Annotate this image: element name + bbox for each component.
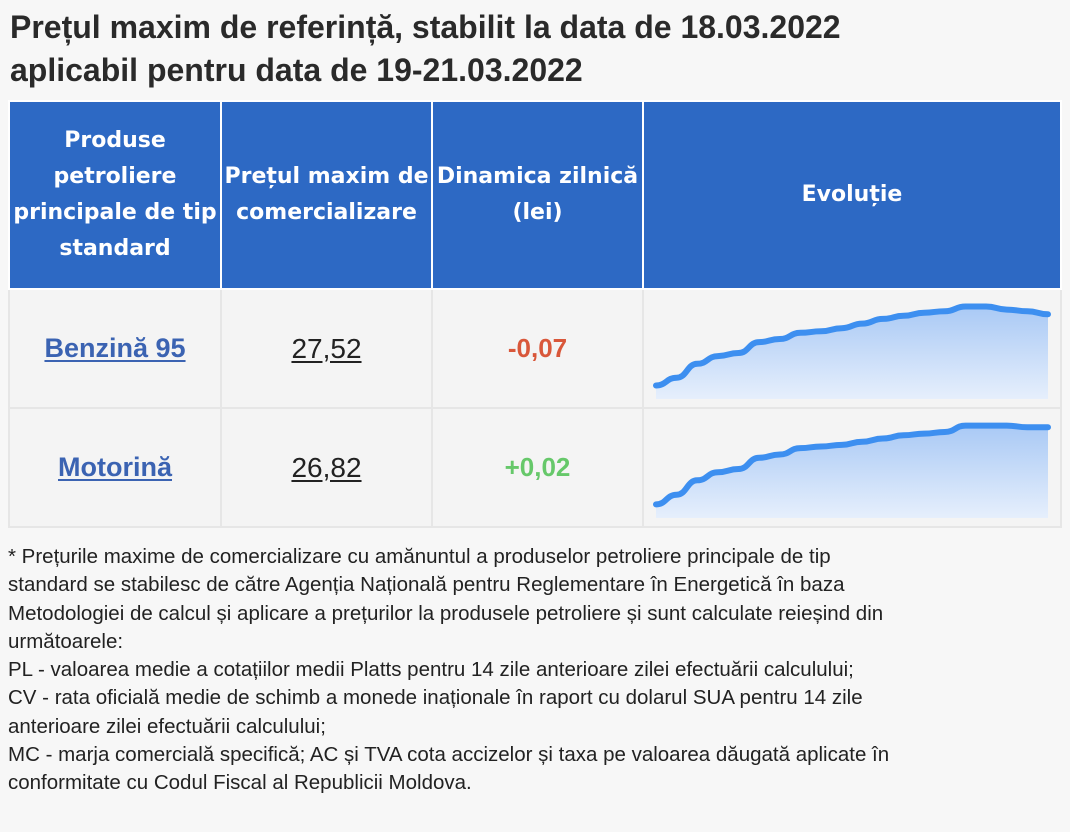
- header-daily-change: Dinamica zilnică (lei): [431, 100, 644, 290]
- header-evolution: Evoluție: [642, 100, 1062, 290]
- sparkline-line: [653, 422, 1051, 507]
- product-link-benzina-95[interactable]: Benzină 95: [44, 333, 186, 363]
- title-line-1: Prețul maxim de referință, stabilit la d…: [10, 9, 841, 45]
- sparkline-area: [656, 306, 1048, 399]
- header-product: Produse petroliere principale de tip sta…: [8, 100, 222, 290]
- header-product-line: principale de tip: [13, 200, 217, 225]
- header-product-line: petroliere: [53, 164, 177, 189]
- daily-change-value: -0,07: [507, 333, 568, 363]
- header-delta-line: (lei): [512, 200, 563, 225]
- footnote-line: următoarele:: [8, 629, 124, 653]
- price-cell: 27,52: [220, 288, 433, 409]
- evolution-cell: [642, 407, 1062, 528]
- header-price: Prețul maxim de comercializare: [220, 100, 433, 290]
- footnote-line: MC - marja comercială specifică; AC și T…: [8, 743, 890, 767]
- table-header-row: Produse petroliere principale de tip sta…: [8, 100, 1062, 290]
- product-cell: Benzină 95: [8, 288, 222, 409]
- header-delta-line: Dinamica zilnică: [436, 164, 639, 189]
- footnote-line: * Prețurile maxime de comercializare cu …: [8, 545, 831, 568]
- header-product-line: standard: [59, 236, 171, 261]
- header-price-line: Prețul maxim de: [224, 164, 429, 189]
- sparkline-area: [656, 425, 1048, 518]
- footnote-line: PL - valoarea medie a cotațiilor medii P…: [8, 658, 854, 682]
- page-title: Prețul maxim de referință, stabilit la d…: [10, 6, 1060, 92]
- footnote-line: Metodologiei de calcul și aplicare a pre…: [8, 601, 884, 625]
- sparkline-line: [653, 303, 1051, 388]
- table-row: Benzină 95 27,52 -0,07: [8, 288, 1062, 409]
- header-price-line: comercializare: [236, 200, 417, 225]
- header-product-line: Produse: [64, 128, 166, 153]
- evolution-cell: [642, 288, 1062, 409]
- footnote-line: standard se stabilesc de către Agenția N…: [8, 573, 845, 597]
- product-link-motorina[interactable]: Motorină: [58, 452, 172, 482]
- title-line-2: aplicabil pentru data de 19-21.03.2022: [10, 52, 583, 88]
- delta-cell: +0,02: [431, 407, 644, 528]
- footnote-line: CV - rata oficială medie de schimb a mon…: [8, 686, 863, 710]
- footnote-line: anterioare zilei efectuării calculului;: [8, 714, 326, 738]
- daily-change-value: +0,02: [504, 452, 571, 482]
- price-value[interactable]: 26,82: [291, 451, 362, 483]
- evolution-sparkline: [653, 303, 1051, 399]
- product-cell: Motorină: [8, 407, 222, 528]
- fuel-price-table: Produse petroliere principale de tip sta…: [8, 100, 1062, 528]
- delta-cell: -0,07: [431, 288, 644, 409]
- footnote: * Prețurile maxime de comercializare cu …: [8, 543, 1060, 798]
- price-cell: 26,82: [220, 407, 433, 528]
- footnote-line: conformitate cu Codul Fiscal al Republic…: [8, 771, 472, 795]
- evolution-sparkline: [653, 422, 1051, 518]
- table-row: Motorină 26,82 +0,02: [8, 407, 1062, 528]
- price-value[interactable]: 27,52: [291, 332, 362, 364]
